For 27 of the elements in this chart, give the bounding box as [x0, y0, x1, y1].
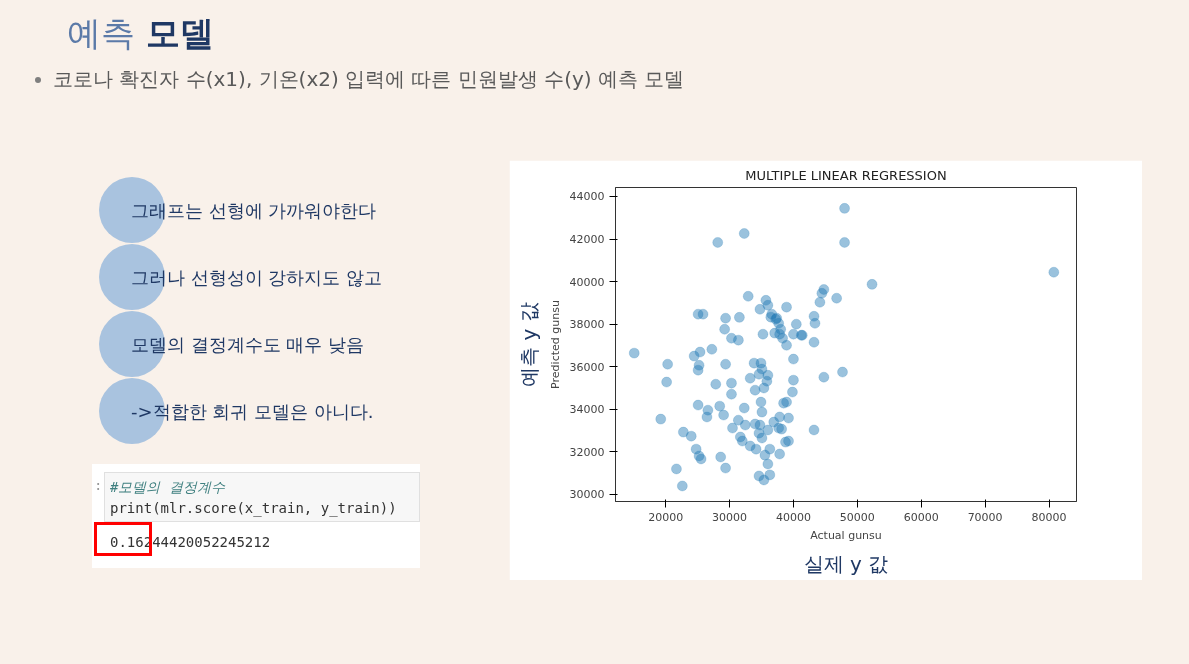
x-tick-label: 70000 [967, 510, 1003, 524]
chart-title: MULTIPLE LINEAR REGRESSION [745, 167, 947, 183]
x-tick-label: 60000 [903, 510, 939, 524]
y-tick-label: 32000 [569, 445, 605, 459]
text: : [94, 476, 103, 495]
y-tick-label: 38000 [569, 318, 605, 332]
text: 코로나 확진자 수(x1), 기온(x2) 입력에 따른 민원발생 수(y) 예측 모델 [53, 66, 685, 93]
x-tick-label: 40000 [775, 510, 811, 524]
text: print(mlr.score(x_train, y_train)) [110, 499, 397, 518]
text: #모델의 결정계수 [110, 478, 225, 497]
y-tick-label: 36000 [569, 360, 605, 374]
text: 예측 모델 [67, 13, 214, 53]
x-tick-label: 80000 [1031, 510, 1067, 524]
x-tick-label: 30000 [712, 510, 748, 524]
y-tick-label: 30000 [569, 488, 605, 502]
text: 실제 y 값 [803, 551, 889, 576]
y-axis-title: Predicted gunsu [548, 300, 562, 389]
y-tick-label: 42000 [569, 233, 605, 247]
x-axis-title: Actual gunsu [810, 528, 882, 542]
x-tick-label: 50000 [839, 510, 875, 524]
text: 예측 y 값 [516, 302, 541, 387]
y-tick-label: 34000 [569, 403, 605, 417]
text: 그래프는 선형에 가까워야한다 [131, 199, 377, 223]
text: ->적합한 회귀 모델은 아니다. [131, 400, 374, 424]
y-tick-label: 40000 [569, 275, 605, 289]
y-tick-label: 44000 [569, 190, 605, 204]
x-tick-label: 20000 [648, 510, 684, 524]
